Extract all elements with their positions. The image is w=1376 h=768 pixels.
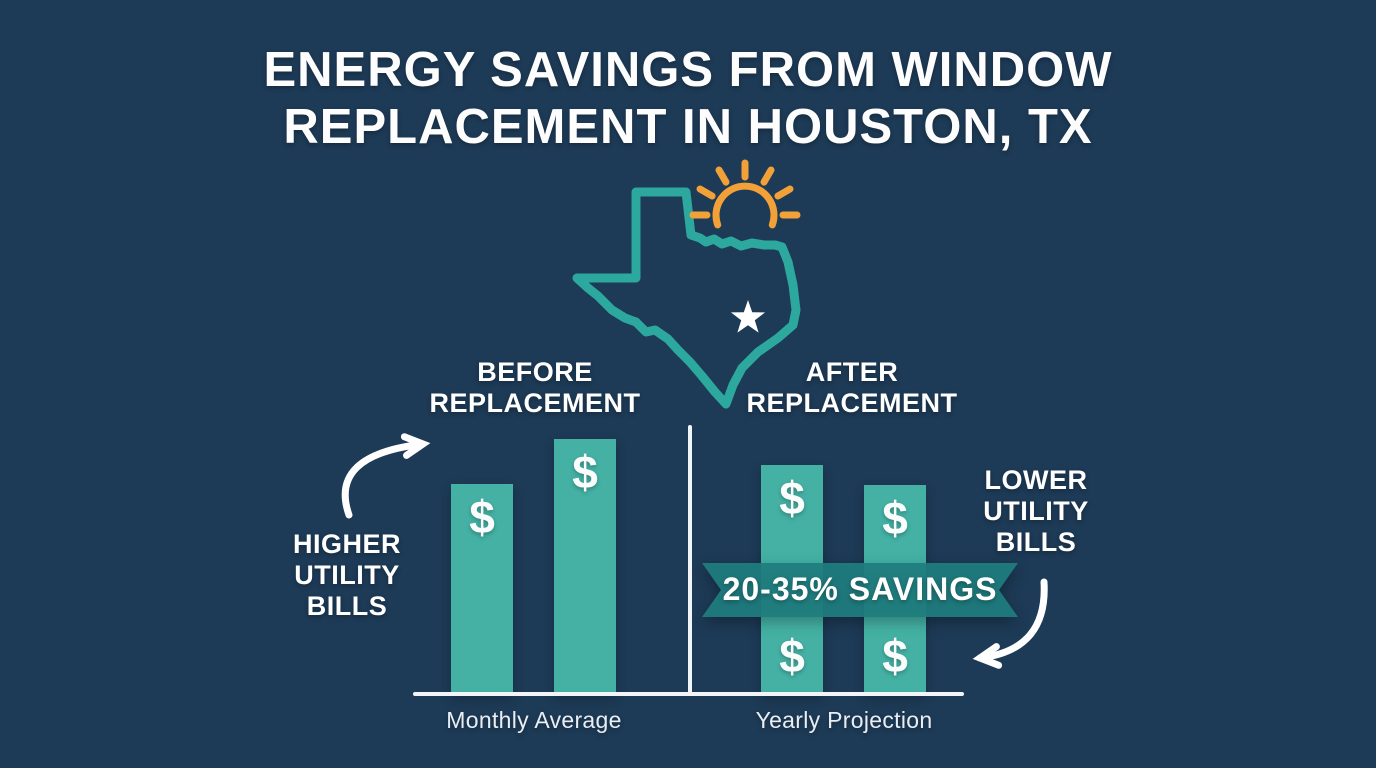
sun-icon	[689, 159, 801, 229]
dollar-icon: $	[469, 491, 495, 543]
page-title-line1: ENERGY SAVINGS FROM WINDOW	[263, 43, 1113, 97]
axis-label-yearly-projection: Yearly Projection	[755, 707, 933, 733]
callout-right-line1: LOWER	[984, 465, 1088, 495]
before-header-line1: BEFORE	[477, 357, 593, 387]
callout-left-line1: HIGHER	[292, 529, 401, 559]
bar-before-1: $	[451, 484, 513, 695]
callout-right-line2: UTILITY	[983, 496, 1089, 526]
page-title-line2: REPLACEMENT IN HOUSTON, TX	[283, 100, 1093, 154]
texas-graphic	[572, 159, 801, 409]
arrow-down-icon	[972, 578, 1048, 669]
dollar-icon: $	[572, 446, 598, 498]
after-header-line1: AFTER	[805, 357, 899, 387]
dollar-icon: $	[882, 630, 908, 682]
bar-chart: $ $ $ $ $ $	[413, 425, 964, 696]
savings-ribbon: 20-35% SAVINGS	[702, 563, 1018, 617]
axis-label-monthly-average: Monthly Average	[446, 707, 622, 733]
after-header-line2: REPLACEMENT	[746, 388, 958, 418]
ribbon-shape	[702, 563, 1018, 617]
higher-utility-bills-callout: HIGHER UTILITY BILLS	[237, 529, 457, 622]
bar-before-2: $	[554, 439, 616, 695]
dollar-icon: $	[882, 492, 908, 544]
after-replacement-header: AFTER REPLACEMENT	[692, 357, 1012, 419]
callout-right-line3: BILLS	[995, 527, 1077, 557]
before-replacement-header: BEFORE REPLACEMENT	[375, 357, 695, 419]
panel-divider-line	[688, 425, 692, 696]
star-icon	[730, 300, 766, 333]
callout-left-line3: BILLS	[306, 591, 388, 621]
callout-left-line2: UTILITY	[294, 560, 400, 590]
texas-outline-icon	[572, 187, 801, 409]
lower-utility-bills-callout: LOWER UTILITY BILLS	[926, 465, 1146, 558]
x-axis-line	[413, 692, 964, 696]
arrow-up-icon	[341, 433, 431, 519]
dollar-icon: $	[779, 630, 805, 682]
dollar-icon: $	[779, 472, 805, 524]
savings-ribbon-label: 20-35% SAVINGS	[722, 571, 998, 607]
before-header-line2: REPLACEMENT	[429, 388, 641, 418]
page-title: ENERGY SAVINGS FROM WINDOW REPLACEMENT I…	[0, 42, 1376, 156]
